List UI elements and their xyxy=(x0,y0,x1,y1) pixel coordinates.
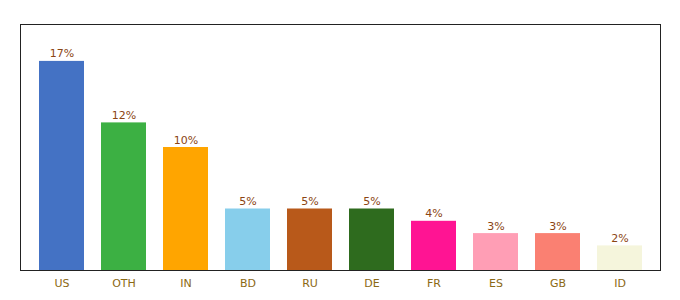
svg-text:5%: 5% xyxy=(301,195,318,208)
svg-text:10%: 10% xyxy=(174,134,198,147)
svg-text:2%: 2% xyxy=(611,232,628,245)
svg-text:DE: DE xyxy=(364,277,379,290)
svg-text:5%: 5% xyxy=(239,195,256,208)
svg-text:IN: IN xyxy=(180,277,191,290)
svg-text:17%: 17% xyxy=(50,47,74,60)
svg-text:3%: 3% xyxy=(487,220,504,233)
svg-text:BD: BD xyxy=(240,277,256,290)
svg-text:GB: GB xyxy=(550,277,566,290)
svg-text:US: US xyxy=(54,277,69,290)
svg-text:RU: RU xyxy=(302,277,318,290)
svg-text:OTH: OTH xyxy=(112,277,136,290)
svg-text:4%: 4% xyxy=(425,207,442,220)
svg-text:3%: 3% xyxy=(549,220,566,233)
svg-text:ES: ES xyxy=(489,277,503,290)
svg-text:FR: FR xyxy=(427,277,441,290)
svg-text:12%: 12% xyxy=(112,109,136,122)
svg-text:ID: ID xyxy=(614,277,626,290)
svg-text:5%: 5% xyxy=(363,195,380,208)
